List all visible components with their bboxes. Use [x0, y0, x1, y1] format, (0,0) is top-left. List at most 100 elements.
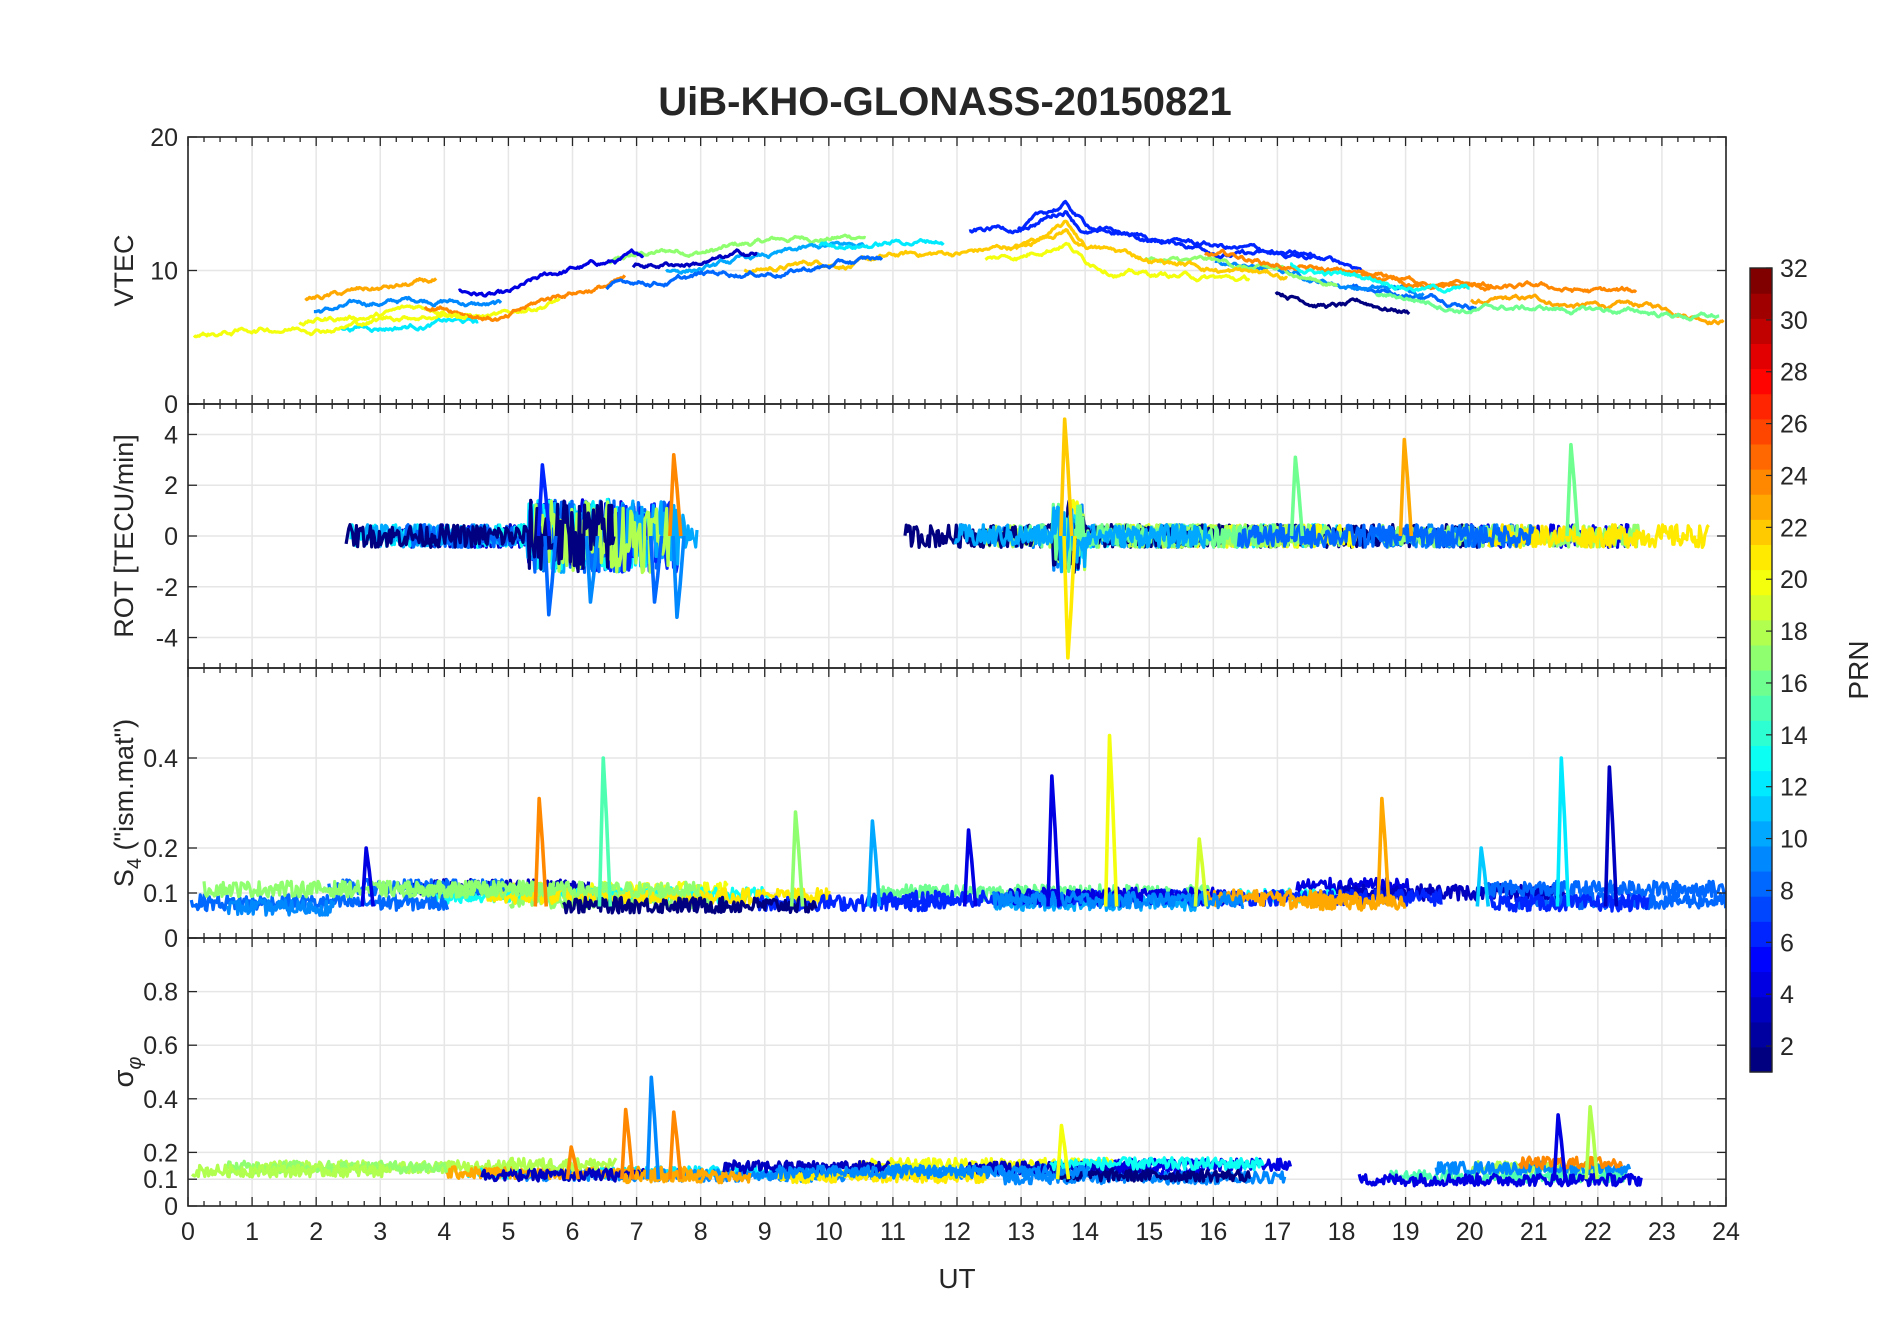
- x-tick-label: 4: [437, 1218, 451, 1246]
- trace-prn-4: [458, 248, 645, 298]
- spike-prn-20: [1055, 1123, 1071, 1180]
- x-tick-label: 21: [1520, 1218, 1548, 1246]
- x-tick-label: 19: [1392, 1218, 1420, 1246]
- spike-prn-4: [1552, 1113, 1567, 1180]
- spike-prn-9: [645, 1075, 661, 1180]
- y-tick-label: 10: [150, 258, 178, 286]
- colorbar-swatch: [1750, 946, 1772, 973]
- y-tick-label: 0.2: [143, 835, 178, 863]
- trace-prn-9: [226, 898, 336, 917]
- spike-prn-4: [360, 846, 375, 907]
- x-tick-label: 8: [694, 1218, 708, 1246]
- spike-prn-6: [536, 463, 552, 537]
- panel-vtec: 0 10 20 VTEC: [109, 124, 1727, 419]
- colorbar-box: [1749, 267, 1773, 1073]
- trace-prn-3: [631, 248, 758, 270]
- data-s4: [189, 733, 1726, 917]
- spike-prn-11: [1475, 846, 1491, 907]
- y-tick-label: 0: [164, 925, 178, 953]
- colorbar-tick-label: 32: [1780, 255, 1808, 283]
- colorbar-swatch: [1750, 443, 1772, 470]
- panel-s4: 00.10.20.4S4 ("ism.mat"): [109, 667, 1727, 953]
- colorbar-swatch: [1750, 745, 1772, 772]
- colorbar-swatch: [1750, 1021, 1772, 1048]
- trace-prn-20: [984, 241, 1251, 283]
- spike-prn-24: [620, 1107, 635, 1180]
- colorbar-tick-label: 4: [1780, 981, 1794, 1009]
- panel-rot: -4 -2 0 2 4 ROT [TECU/min]: [109, 403, 1727, 669]
- spike-prn-23: [1376, 796, 1391, 907]
- y-tick-label: 0.4: [143, 1086, 178, 1114]
- colorbar-tick-label: 26: [1780, 411, 1808, 439]
- colorbar-tick-label: 12: [1780, 774, 1808, 802]
- spike-prn-24: [565, 1145, 581, 1180]
- colorbar-swatch: [1750, 619, 1772, 646]
- colorbar-tick-label: 24: [1780, 462, 1808, 490]
- trace-prn-18: [505, 1156, 618, 1172]
- spike-prn-20: [1103, 733, 1119, 907]
- x-tick-label: 22: [1584, 1218, 1612, 1246]
- spike-prn-15: [597, 756, 613, 907]
- x-tick-label: 13: [1007, 1218, 1035, 1246]
- trace-prn-1: [1274, 290, 1411, 316]
- spike-prn-12: [1555, 756, 1571, 907]
- trace-prn-8: [1351, 283, 1478, 311]
- trace-prn-23: [622, 1169, 752, 1185]
- spike-prn-10: [866, 819, 882, 907]
- spike-prn-21: [1062, 535, 1077, 660]
- colorbar-swatch: [1750, 519, 1772, 545]
- colorbar-tick-label: 28: [1780, 359, 1808, 387]
- y-tick-label: 0: [164, 1193, 178, 1221]
- spike-prn-24: [533, 796, 549, 907]
- colorbar-swatch: [1750, 971, 1772, 998]
- x-tick-label: 11: [880, 1218, 906, 1246]
- data-sigma: [190, 1075, 1643, 1188]
- ticks-sigma: 00.10.2 0.4 0.6 0.8: [143, 938, 1727, 1221]
- colorbar-swatch: [1750, 1046, 1772, 1073]
- trace-prn-23: [1201, 888, 1360, 908]
- y-tick-label: 0.1: [143, 880, 178, 908]
- colorbar-swatch: [1750, 820, 1772, 847]
- ylabel-part: S: [109, 869, 139, 887]
- colorbar-tick-label: 22: [1780, 514, 1808, 542]
- colorbar-swatch: [1750, 644, 1772, 671]
- y-tick-label: -4: [156, 625, 178, 653]
- y-tick-label: 20: [150, 124, 178, 152]
- x-tick-label: 23: [1648, 1218, 1676, 1246]
- colorbar-tick-label: 10: [1780, 826, 1808, 854]
- spike-prn-24: [668, 452, 683, 537]
- trace-prn-6: [1016, 210, 1363, 271]
- y-axis-label-rot: ROT [TECU/min]: [109, 434, 139, 638]
- trace-prn-10: [953, 505, 1212, 574]
- trace-prn-22: [1014, 219, 1289, 281]
- y-tick-label: 0.4: [143, 745, 178, 773]
- trace-prn-1: [1057, 1168, 1252, 1183]
- trace-prn-20: [192, 312, 469, 339]
- trace-prn-6: [968, 199, 1316, 258]
- trace-prn-21: [777, 1169, 987, 1185]
- trace-prn-8: [605, 255, 884, 291]
- x-tick-label: 2: [309, 1218, 323, 1246]
- colorbar-swatch: [1750, 996, 1772, 1023]
- x-tick-labels: 0 1 2 3 4 5 6 7 8 9 10 11 12 13 14 15 16 17 18 19 20 21 22 23 24: [181, 1218, 1740, 1246]
- trace-prn-8: [1236, 523, 1535, 549]
- x-tick-label: 7: [630, 1218, 644, 1246]
- y-tick-label: 4: [164, 421, 178, 449]
- colorbar-swatch: [1750, 670, 1772, 696]
- x-tick-label: 16: [1199, 1218, 1227, 1246]
- colorbar-swatch: [1750, 368, 1772, 395]
- spike-prn-24: [668, 1110, 683, 1180]
- colorbar-swatch: [1750, 268, 1772, 294]
- trace-prn-17: [202, 879, 556, 899]
- spike-prn-4: [962, 828, 978, 907]
- y-tick-label: 0: [164, 523, 178, 551]
- ticks-rot: -4 -2 0 2 4: [156, 404, 1727, 668]
- trace-prn-4: [1357, 1172, 1643, 1188]
- trace-prn-24: [1517, 1155, 1624, 1171]
- x-tick-label: 1: [245, 1218, 259, 1246]
- y-axis-label-sigma: σφ: [108, 1057, 146, 1088]
- ylabel-sigma: σ: [108, 1069, 140, 1087]
- spike-prn-4: [1046, 774, 1061, 907]
- trace-prn-23: [304, 277, 438, 302]
